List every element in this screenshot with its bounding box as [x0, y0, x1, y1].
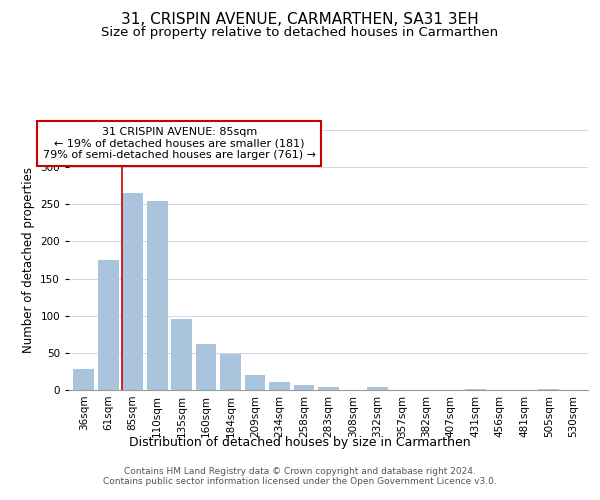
Text: 31, CRISPIN AVENUE, CARMARTHEN, SA31 3EH: 31, CRISPIN AVENUE, CARMARTHEN, SA31 3EH [121, 12, 479, 28]
Bar [147, 200, 167, 390]
Bar [367, 387, 388, 390]
Text: Size of property relative to detached houses in Carmarthen: Size of property relative to detached ho… [101, 26, 499, 39]
Bar [269, 382, 290, 390]
Text: Contains public sector information licensed under the Open Government Licence v3: Contains public sector information licen… [103, 477, 497, 486]
Bar [98, 260, 119, 390]
Text: 31 CRISPIN AVENUE: 85sqm
← 19% of detached houses are smaller (181)
79% of semi-: 31 CRISPIN AVENUE: 85sqm ← 19% of detach… [43, 127, 316, 160]
Bar [196, 344, 217, 390]
Text: Contains HM Land Registry data © Crown copyright and database right 2024.: Contains HM Land Registry data © Crown c… [124, 467, 476, 476]
Bar [245, 375, 265, 390]
Bar [73, 369, 94, 390]
Bar [465, 388, 486, 390]
Bar [220, 354, 241, 390]
Bar [293, 385, 314, 390]
Y-axis label: Number of detached properties: Number of detached properties [22, 167, 35, 353]
Bar [171, 320, 192, 390]
Bar [318, 387, 339, 390]
Text: Distribution of detached houses by size in Carmarthen: Distribution of detached houses by size … [129, 436, 471, 449]
Bar [122, 193, 143, 390]
